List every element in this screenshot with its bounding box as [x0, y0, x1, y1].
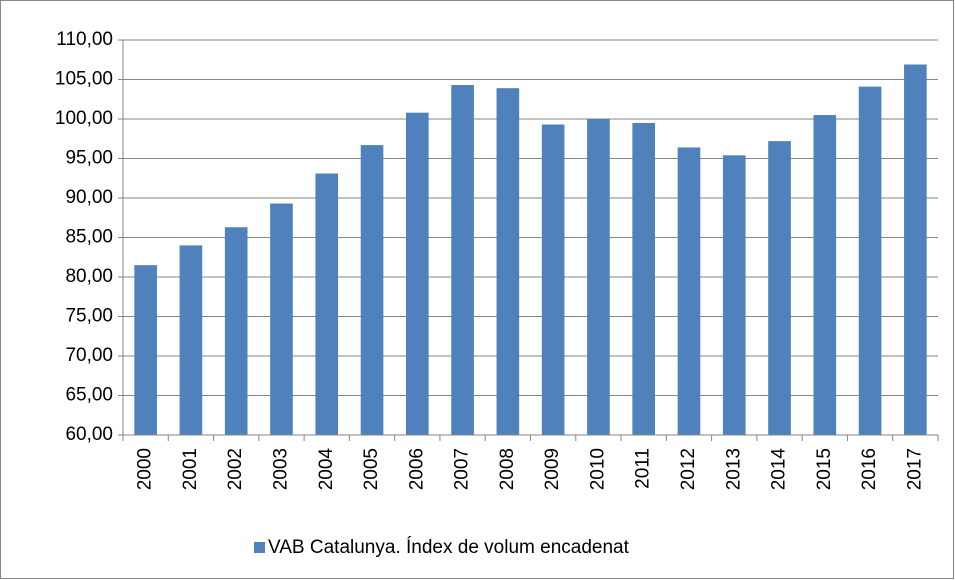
bar: [768, 141, 791, 435]
y-tick-label: 105,00: [55, 69, 113, 90]
bar: [224, 227, 248, 435]
bar: [722, 155, 746, 435]
legend-swatch: [254, 542, 265, 553]
x-tick-label: 2010: [587, 448, 608, 490]
x-tick-label: 2016: [859, 448, 880, 490]
y-tick-label: 70,00: [65, 345, 113, 366]
bar: [677, 147, 701, 435]
x-tick-label: 2002: [225, 448, 246, 490]
x-tick-label: 2012: [678, 448, 699, 490]
bar: [405, 112, 429, 436]
x-tick-label: 2007: [452, 448, 473, 490]
bar: [632, 122, 656, 435]
bar: [134, 265, 157, 435]
bar: [858, 86, 882, 436]
legend-label: VAB Catalunya. Índex de volum encadenat: [268, 537, 630, 558]
y-tick-label: 65,00: [65, 385, 113, 406]
bar: [315, 173, 339, 435]
bar: [179, 245, 203, 435]
x-tick-label: 2000: [135, 448, 156, 490]
y-tick-label: 90,00: [65, 187, 113, 208]
bar: [813, 115, 837, 436]
bar: [541, 124, 565, 435]
bar: [587, 119, 610, 435]
bar: [496, 88, 520, 435]
x-tick-label: 2001: [180, 448, 201, 490]
x-tick-label: 2011: [633, 448, 654, 489]
x-tick-label: 2014: [769, 448, 790, 491]
x-tick-label: 2006: [406, 448, 427, 490]
x-tick-label: 2008: [497, 448, 518, 490]
y-tick-label: 80,00: [65, 266, 113, 287]
x-tick-label: 2003: [270, 448, 291, 490]
bar: [451, 85, 474, 435]
x-tick-label: 2004: [316, 448, 337, 491]
x-tick-label: 2013: [723, 448, 744, 490]
x-tick-label: 2015: [814, 448, 835, 490]
y-tick-label: 75,00: [65, 306, 113, 327]
bar: [904, 64, 927, 436]
y-tick-label: 60,00: [65, 424, 113, 445]
y-tick-label: 110,00: [56, 29, 113, 50]
y-tick-label: 95,00: [65, 148, 113, 169]
y-tick-label: 100,00: [55, 108, 113, 129]
y-tick-label: 85,00: [65, 227, 113, 248]
x-tick-label: 2017: [904, 448, 925, 490]
bar: [270, 203, 293, 435]
x-tick-label: 2005: [361, 448, 382, 490]
x-tick-label: 2009: [542, 448, 563, 490]
bar: [360, 145, 384, 435]
